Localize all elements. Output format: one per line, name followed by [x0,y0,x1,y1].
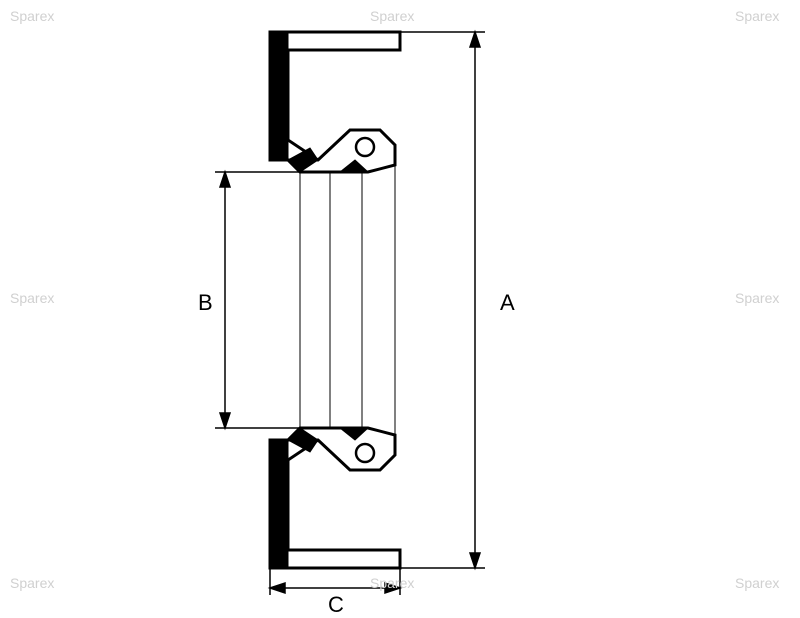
dimension-b [215,172,300,428]
watermark: Sparex [735,8,779,24]
watermark: Sparex [370,8,414,24]
dimension-a [400,32,485,568]
seal-diagram: A B C Sparex Sparex Sparex Sparex Sparex… [0,0,800,600]
dim-label-b: B [198,290,213,316]
watermark: Sparex [10,290,54,306]
watermark: Sparex [735,290,779,306]
watermark: Sparex [370,575,414,591]
centerlines [300,165,395,435]
watermark: Sparex [10,8,54,24]
top-seal-profile [270,32,400,172]
bottom-seal-profile [270,428,400,568]
dim-label-a: A [500,290,515,316]
dim-label-c: C [328,592,344,618]
watermark: Sparex [10,575,54,591]
seal-svg [0,0,800,600]
watermark: Sparex [735,575,779,591]
